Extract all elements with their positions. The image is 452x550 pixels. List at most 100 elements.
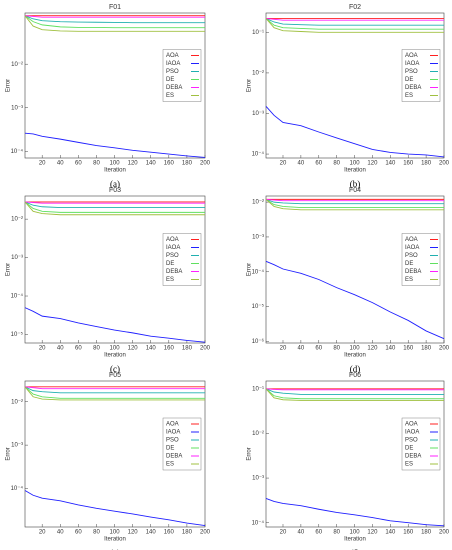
series-line [265, 18, 444, 33]
y-tick-label: 10⁻³ [11, 105, 23, 111]
y-tick-label: 10⁻³ [252, 111, 264, 117]
x-axis-label: Iteration [344, 353, 366, 359]
x-tick-label: 200 [200, 346, 211, 352]
x-tick-label: 160 [164, 161, 175, 167]
x-tick-label: 80 [93, 346, 100, 352]
x-tick-label: 20 [280, 346, 287, 352]
y-tick-label: 10⁻⁵ [11, 331, 24, 338]
legend-label: DEBA [166, 85, 182, 91]
panel-caption: (c) [110, 364, 120, 374]
series-line [24, 15, 205, 29]
legend-label: AOA [166, 53, 179, 59]
x-tick-label: 100 [350, 530, 361, 536]
series-line [265, 199, 444, 211]
x-tick-label: 200 [439, 161, 450, 167]
legend-label: DEBA [405, 85, 421, 91]
y-tick-label: 10⁻⁴ [11, 485, 24, 492]
x-tick-label: 180 [182, 161, 193, 167]
legend-label: IAOA [166, 430, 180, 436]
x-tick-label: 20 [39, 346, 46, 352]
chart-title: F04 [349, 187, 361, 194]
x-tick-label: 120 [128, 530, 139, 536]
y-axis-label: Error [247, 447, 253, 460]
y-tick-label: 10⁻³ [252, 235, 264, 241]
legend-label: PSO [166, 69, 179, 75]
legend-label: DE [405, 446, 413, 452]
series-line [24, 132, 206, 158]
series-line [24, 386, 205, 401]
series-line [265, 497, 445, 527]
x-tick-label: 20 [280, 161, 287, 167]
x-tick-label: 140 [385, 161, 396, 167]
legend-box [162, 233, 202, 286]
y-tick-label: 10⁻¹ [252, 30, 264, 36]
x-tick-label: 20 [280, 530, 287, 536]
series-line [265, 388, 444, 395]
x-tick-label: 200 [439, 530, 450, 536]
legend-label: IAOA [166, 61, 180, 67]
legend-label: DE [166, 446, 174, 452]
legend-label: AOA [405, 237, 418, 243]
y-axis-label: Error [6, 263, 12, 276]
x-tick-label: 160 [403, 530, 414, 536]
x-tick-label: 140 [385, 530, 396, 536]
x-tick-label: 80 [333, 346, 340, 352]
y-axis-label: Error [247, 79, 253, 92]
legend-label: DEBA [405, 454, 421, 460]
x-tick-label: 180 [421, 346, 432, 352]
x-tick-label: 60 [315, 346, 322, 352]
x-tick-label: 100 [350, 346, 361, 352]
x-tick-label: 120 [128, 346, 139, 352]
x-tick-label: 40 [298, 530, 305, 536]
series-line [24, 201, 205, 216]
panel-caption: (d) [350, 364, 361, 374]
y-axis-label: Error [6, 79, 12, 92]
series-line [265, 260, 445, 340]
legend-label: PSO [166, 438, 179, 444]
y-tick-label: 10⁻² [252, 71, 264, 77]
legend-label: AOA [166, 422, 179, 428]
legend-label: ES [405, 93, 413, 99]
series-line [265, 106, 445, 158]
x-tick-label: 160 [164, 530, 175, 536]
x-tick-label: 60 [75, 161, 82, 167]
x-tick-label: 120 [367, 161, 378, 167]
legend-label: IAOA [405, 430, 419, 436]
legend-label: DE [405, 261, 413, 267]
legend-label: DEBA [166, 269, 182, 275]
panel-caption: (a) [110, 179, 120, 189]
x-tick-label: 100 [110, 161, 121, 167]
x-tick-label: 40 [57, 530, 64, 536]
series-line [24, 15, 205, 32]
legend-box [401, 233, 441, 286]
y-tick-label: 10⁻⁴ [11, 293, 24, 300]
y-tick-label: 10⁻¹ [252, 386, 264, 392]
x-tick-label: 180 [182, 346, 193, 352]
legend-label: PSO [166, 253, 179, 259]
panel-caption: (b) [350, 179, 361, 189]
series-line [24, 201, 205, 209]
x-tick-label: 120 [128, 161, 139, 167]
y-axis-label: Error [6, 447, 12, 460]
series-line [24, 307, 206, 343]
x-tick-label: 140 [385, 346, 396, 352]
y-tick-label: 10⁻² [252, 431, 264, 437]
legend-label: ES [166, 93, 174, 99]
y-tick-label: 10⁻² [11, 62, 23, 68]
chart-title: F06 [349, 372, 361, 379]
x-tick-label: 60 [315, 161, 322, 167]
y-tick-label: 10⁻⁴ [252, 519, 265, 526]
x-tick-label: 80 [93, 530, 100, 536]
x-tick-label: 80 [333, 161, 340, 167]
x-tick-label: 140 [146, 530, 157, 536]
y-tick-label: 10⁻⁴ [11, 148, 24, 155]
legend-label: ES [405, 462, 413, 468]
y-tick-label: 10⁻⁵ [252, 303, 265, 310]
legend-label: DE [166, 261, 174, 267]
series-line [24, 201, 205, 213]
chart-title: F05 [109, 372, 121, 379]
series-line [24, 490, 206, 527]
x-axis-label: Iteration [104, 168, 126, 174]
series-line [24, 15, 205, 24]
